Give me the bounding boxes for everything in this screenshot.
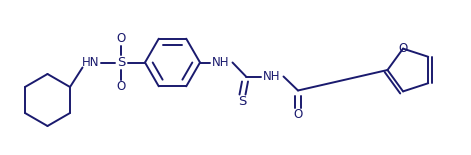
Text: O: O (293, 108, 303, 121)
Text: S: S (238, 95, 246, 108)
Text: S: S (117, 56, 125, 69)
Text: NH: NH (212, 56, 230, 69)
Text: O: O (116, 32, 126, 45)
Text: NH: NH (263, 70, 281, 83)
Text: O: O (116, 80, 126, 93)
Text: HN: HN (82, 56, 100, 69)
Text: O: O (398, 42, 408, 55)
